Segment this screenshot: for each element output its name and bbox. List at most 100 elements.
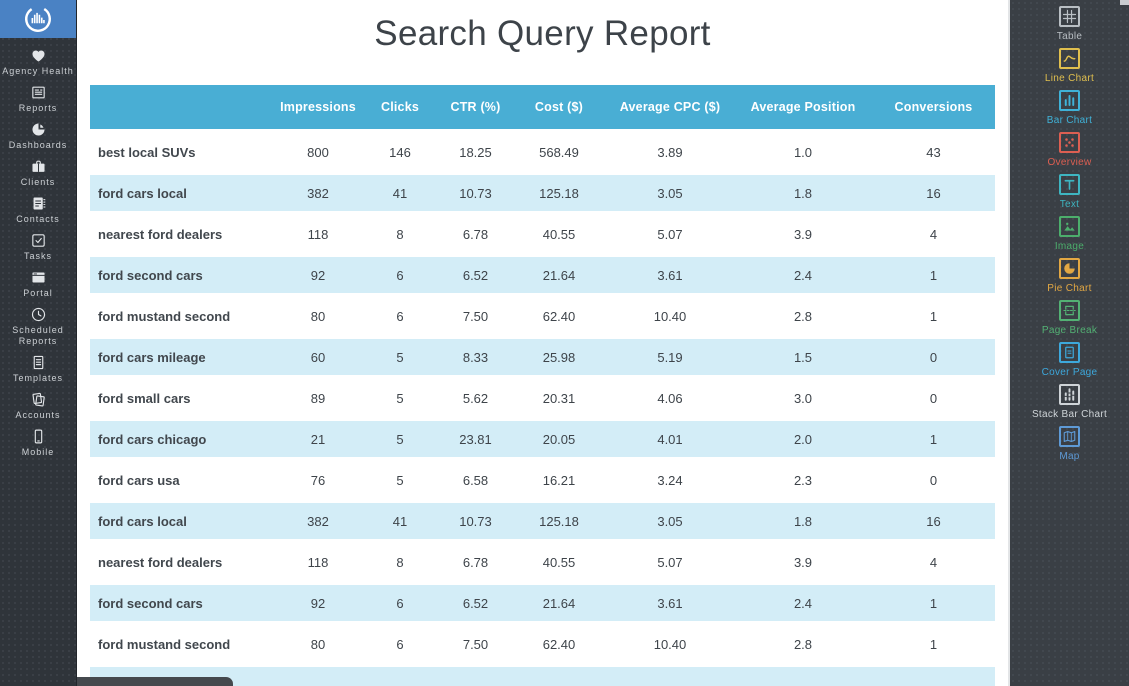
table-row: ford cars local 382 41 10.73 125.18 3.05 1.8 16 (90, 175, 995, 211)
value-cell: 60 (275, 339, 361, 375)
value-cell: 1 (929, 308, 938, 324)
sidebar-item-label: Tasks (23, 251, 52, 261)
value-cell: 5.62 (462, 390, 489, 406)
value-cell: 3.05 (606, 175, 734, 211)
sidebar-item-scheduled-reports[interactable]: Scheduled Reports (0, 306, 76, 347)
value-cell (512, 667, 606, 686)
value-cell (606, 667, 734, 686)
column-header: Average CPC ($) (606, 85, 734, 129)
table-row: best local SUVs 800 146 18.25 568.49 3.89 1.0 4… (90, 134, 995, 170)
value-cell (361, 667, 439, 686)
sidebar-item-dashboards[interactable]: Dashboards (0, 121, 76, 151)
widget-label: Line Chart (1044, 73, 1095, 84)
value-cell: 16 (872, 175, 995, 211)
scrollbar-thumb[interactable] (1120, 0, 1129, 5)
bottom-cutoff-element[interactable] (77, 677, 233, 686)
value-cell: 3.61 (606, 257, 734, 293)
sidebar-item-contacts[interactable]: Contacts (0, 195, 76, 225)
table-row: ford second cars 92 6 6.52 21.64 3.61 2.4 1 (90, 585, 995, 621)
text-icon (1059, 174, 1080, 195)
value-cell: 146 (389, 144, 411, 160)
sidebar-item-mobile[interactable]: Mobile (0, 428, 76, 458)
report-canvas: Search Query Report Impressions Clicks CTR… (77, 0, 1008, 686)
overview-dots-icon (1059, 132, 1080, 153)
value-cell (734, 667, 872, 686)
value-cell: 4 (929, 554, 938, 570)
app-logo[interactable] (0, 0, 76, 38)
widget-stack-bar-chart[interactable]: Stack Bar Chart (1010, 384, 1129, 420)
query-cell: ford small cars (98, 390, 191, 406)
value-cell: 3.61 (606, 585, 734, 621)
sidebar-item-portal[interactable]: Portal (0, 269, 76, 299)
table-row: nearest ford dealers 118 8 6.78 40.55 5.07 3.9… (90, 216, 995, 252)
widget-label: Cover Page (1041, 367, 1098, 378)
widget-pie-chart[interactable]: Pie Chart (1010, 258, 1129, 294)
sidebar-item-accounts[interactable]: Accounts (0, 391, 76, 421)
value-cell: 1.8 (734, 503, 872, 539)
value-cell: 3.9 (793, 226, 813, 242)
table-header-row: Impressions Clicks CTR (%) Cost ($) Average … (90, 85, 995, 129)
value-cell: 6 (361, 257, 439, 293)
sidebar-item-tasks[interactable]: Tasks (0, 232, 76, 262)
sidebar-item-templates[interactable]: Templates (0, 354, 76, 384)
widget-table[interactable]: Table (1010, 6, 1129, 42)
value-cell: 5 (396, 472, 404, 488)
image-icon (1059, 216, 1080, 237)
value-cell: 6.52 (439, 585, 512, 621)
cover-page-icon (1059, 342, 1080, 363)
sidebar-item-label: Portal (23, 288, 53, 298)
value-cell: 4.06 (657, 390, 683, 406)
sidebar-item-label: Agency Health (2, 66, 74, 76)
value-cell: 8 (396, 554, 404, 570)
value-cell: 3.9 (793, 554, 813, 570)
query-cell: ford cars local (90, 503, 275, 539)
widget-bar-chart[interactable]: Bar Chart (1010, 90, 1129, 126)
value-cell: 62.40 (542, 636, 576, 652)
widget-page-break[interactable]: Page Break (1010, 300, 1129, 336)
value-cell: 40.55 (542, 226, 576, 242)
sidebar-item-label: Reports (18, 103, 58, 113)
widget-line-chart[interactable]: Line Chart (1010, 48, 1129, 84)
table-row: ford cars usa 76 5 6.58 16.21 3.24 2.3 0 (90, 462, 995, 498)
table-row: ford second cars 92 6 6.52 21.64 3.61 2.4 1 (90, 257, 995, 293)
report-document-icon (0, 84, 76, 101)
value-cell (872, 667, 995, 686)
widget-label: Table (1056, 31, 1083, 42)
widget-label: Image (1054, 241, 1085, 252)
widget-cover-page[interactable]: Cover Page (1010, 342, 1129, 378)
search-query-table[interactable]: Impressions Clicks CTR (%) Cost ($) Average … (90, 80, 995, 686)
widget-image[interactable]: Image (1010, 216, 1129, 252)
widget-overview[interactable]: Overview (1010, 132, 1129, 168)
value-cell: 1 (929, 636, 938, 652)
stacked-pages-icon (0, 391, 76, 408)
widget-palette: Table Line Chart Bar Chart Overview Text Imag… (1008, 0, 1129, 686)
query-cell: ford cars mileage (90, 339, 275, 375)
column-header: Conversions (872, 85, 995, 129)
widget-list: Table Line Chart Bar Chart Overview Text Imag… (1010, 6, 1129, 462)
sidebar-item-reports[interactable]: Reports (0, 84, 76, 114)
value-cell: 41 (361, 175, 439, 211)
value-cell: 16.21 (542, 472, 576, 488)
sidebar-item-agency-health[interactable]: Agency Health (0, 47, 76, 77)
query-cell: ford cars local (90, 175, 275, 211)
sidebar-item-label: Contacts (16, 214, 60, 224)
value-cell: 3.0 (793, 390, 813, 406)
value-cell: 21.64 (512, 257, 606, 293)
widget-map[interactable]: Map (1010, 426, 1129, 462)
pie-dashboard-icon (0, 121, 76, 138)
heart-icon (0, 47, 76, 64)
widget-text[interactable]: Text (1010, 174, 1129, 210)
value-cell: 6.78 (462, 226, 489, 242)
browser-window-icon (0, 269, 76, 286)
sidebar-item-label: Dashboards (8, 140, 68, 150)
value-cell: 76 (310, 472, 326, 488)
column-header: Clicks (361, 85, 439, 129)
value-cell (439, 667, 512, 686)
value-cell: 80 (310, 636, 326, 652)
value-cell: 2.8 (793, 308, 813, 324)
sidebar-item-clients[interactable]: Clients (0, 158, 76, 188)
clock-icon (0, 306, 76, 323)
column-header: Cost ($) (512, 85, 606, 129)
smartphone-icon (0, 428, 76, 445)
